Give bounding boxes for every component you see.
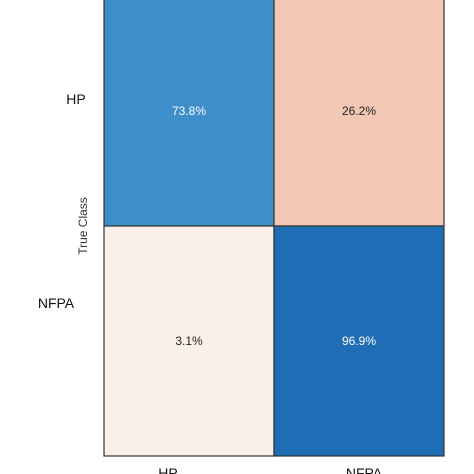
- column-label-hp: HP: [158, 465, 177, 474]
- row-label-hp: HP: [66, 91, 85, 107]
- row-label-nfpa: NFPA: [38, 295, 75, 311]
- cell-value-label: 73.8%: [172, 104, 206, 118]
- column-label-nfpa: NFPA: [346, 465, 383, 474]
- matrix-cell-hp-hp: [103, 0, 275, 227]
- y-axis-title: True Class: [76, 197, 90, 255]
- cell-value-label: 3.1%: [175, 334, 203, 348]
- labels-layer: 73.8% 26.2% 3.1% 96.9% HP NFPA HP NFPA: [38, 91, 383, 474]
- matrix-cell-nfpa-nfpa: [273, 225, 445, 457]
- cell-value-label: 96.9%: [342, 334, 376, 348]
- matrix-cell-hp-nfpa: [273, 0, 445, 227]
- cell-value-label: 26.2%: [342, 104, 376, 118]
- matrix-cell-nfpa-hp: [103, 225, 275, 457]
- cells-layer: [103, 0, 445, 457]
